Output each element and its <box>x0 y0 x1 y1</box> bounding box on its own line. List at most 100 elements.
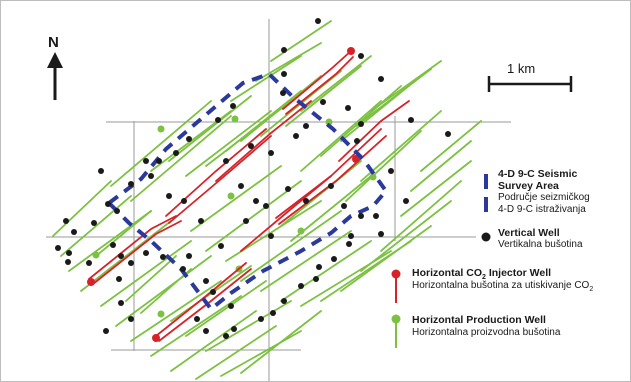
production-well-27 <box>190 165 282 232</box>
injector-well-11 <box>155 262 247 337</box>
vertical-well-30 <box>86 260 92 266</box>
legend-injector-title: Horizontal CO2 Injector Well <box>412 267 552 282</box>
vertical-well-56 <box>103 328 109 334</box>
legend-vertical-sub: Vertikalna bušotina <box>498 239 583 250</box>
production-well-44 <box>355 68 432 127</box>
injector-well-4 <box>168 135 272 224</box>
vertical-well-37 <box>186 253 192 259</box>
production-well-16 <box>168 95 252 162</box>
legend-seismic-sub-2: 4-D 9-C istraživanja <box>498 204 586 215</box>
vertical-well-11 <box>358 121 364 127</box>
vertical-well-64 <box>358 213 364 219</box>
production-well-37 <box>380 180 462 252</box>
vertical-well-80 <box>403 198 409 204</box>
vertical-well-57 <box>238 183 244 189</box>
vertical-well-26 <box>71 229 77 235</box>
legend-seismic-title-1: 4-D 9-C Seismic <box>498 168 578 180</box>
vertical-well-23 <box>114 208 120 214</box>
injector-wellhead-3 <box>352 155 360 163</box>
production-well-19 <box>225 90 302 152</box>
vertical-well-54 <box>231 326 237 332</box>
north-arrow-icon <box>47 52 63 100</box>
production-well-2 <box>60 195 132 257</box>
production-wellhead-2 <box>231 115 239 123</box>
vertical-well-7 <box>354 138 360 144</box>
production-well-29 <box>225 200 322 262</box>
production-well-13 <box>110 100 212 187</box>
vertical-well-17 <box>156 158 162 164</box>
vertical-well-79 <box>388 168 394 174</box>
production-well-22 <box>285 65 362 127</box>
vertical-well-13 <box>230 103 236 109</box>
vertical-well-10 <box>320 99 326 105</box>
production-well-17 <box>185 110 272 177</box>
vertical-well-55 <box>128 316 134 322</box>
production-well-36 <box>360 200 452 272</box>
vertical-well-29 <box>65 259 71 265</box>
vertical-well-34 <box>143 250 149 256</box>
production-well-10 <box>195 325 277 380</box>
vertical-well-38 <box>203 278 209 284</box>
production-well-35 <box>340 225 432 292</box>
vertical-well-12 <box>408 117 414 123</box>
vertical-well-44 <box>298 283 304 289</box>
production-wellhead-1 <box>157 125 165 133</box>
seismic-boundary-line <box>107 71 389 312</box>
vertical-well-51 <box>194 316 200 322</box>
production-well-4 <box>80 220 172 292</box>
production-wellhead-9 <box>325 118 333 126</box>
vertical-well-8 <box>445 131 451 137</box>
production-well-28 <box>205 180 302 252</box>
vertical-well-14 <box>215 117 221 123</box>
vertical-well-58 <box>253 198 259 204</box>
vertical-well-1 <box>315 18 321 24</box>
vertical-well-33 <box>128 260 134 266</box>
vertical-well-69 <box>243 218 249 224</box>
vertical-well-68 <box>268 233 274 239</box>
vertical-well-74 <box>223 158 229 164</box>
injector-well-9 <box>278 135 387 225</box>
production-well-52 <box>345 130 422 202</box>
legend-injector-symbol <box>391 269 401 303</box>
vertical-well-73 <box>166 193 172 199</box>
injector-well-8 <box>275 128 382 219</box>
production-well-30 <box>240 210 342 282</box>
vertical-well-19 <box>148 173 154 179</box>
vertical-well-39 <box>210 289 216 295</box>
injector-wellhead-2 <box>347 47 355 55</box>
production-wells <box>52 20 482 380</box>
production-well-31 <box>260 230 352 292</box>
production-well-25 <box>255 42 322 82</box>
legend-vertical-well-symbol <box>481 232 491 242</box>
legend-production-title: Horizontal Production Well <box>412 314 546 326</box>
vertical-well-46 <box>316 264 322 270</box>
injector-well-13 <box>240 175 332 252</box>
production-well-23 <box>300 55 372 112</box>
production-well-14 <box>130 115 232 202</box>
production-well-47 <box>185 280 267 337</box>
production-well-9 <box>170 310 257 372</box>
vertical-well-72 <box>181 198 187 204</box>
vertical-well-20 <box>98 168 104 174</box>
production-well-20 <box>240 75 322 142</box>
production-wellhead-3 <box>227 192 235 200</box>
vertical-well-18 <box>143 158 149 164</box>
vertical-well-43 <box>281 298 287 304</box>
vertical-well-50 <box>118 300 124 306</box>
production-well-8 <box>150 295 242 357</box>
vertical-well-22 <box>105 201 111 207</box>
vertical-well-49 <box>116 276 122 282</box>
production-well-6 <box>115 255 212 327</box>
vertical-well-40 <box>228 303 234 309</box>
injector-wells <box>87 47 410 342</box>
legend-seismic-sub-1: Područje seizmičkog <box>498 192 590 203</box>
production-well-39 <box>410 140 472 192</box>
vertical-well-16 <box>173 150 179 156</box>
vertical-well-31 <box>110 242 116 248</box>
vertical-well-32 <box>118 253 124 259</box>
legend-seismic-title-2: Survey Area <box>498 180 559 192</box>
production-well-7 <box>130 280 222 342</box>
vertical-well-3 <box>281 71 287 77</box>
